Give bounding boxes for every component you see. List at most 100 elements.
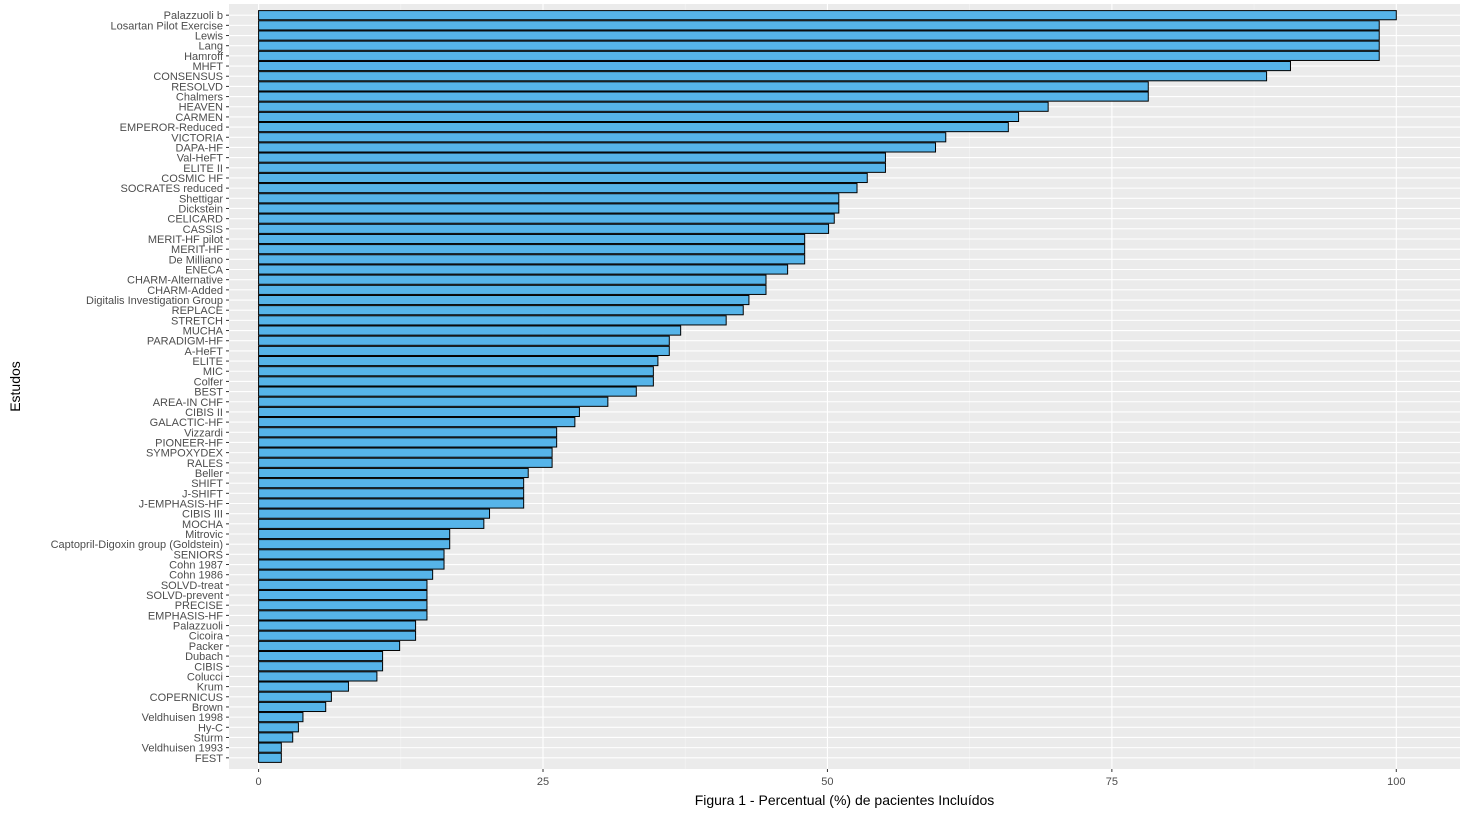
bar[interactable] bbox=[258, 162, 886, 173]
bar[interactable] bbox=[258, 284, 767, 295]
category-label: Chalmers bbox=[176, 92, 224, 104]
category-label: COSMIC HF bbox=[161, 173, 223, 185]
bar[interactable] bbox=[258, 101, 1049, 112]
bar[interactable] bbox=[258, 467, 529, 479]
bar[interactable] bbox=[258, 742, 282, 753]
bar[interactable] bbox=[258, 355, 659, 367]
bar[interactable] bbox=[258, 671, 378, 682]
category-label: COPERNICUS bbox=[150, 692, 223, 704]
category-label: CONSENSUS bbox=[153, 71, 223, 83]
bar[interactable] bbox=[258, 600, 428, 611]
bar[interactable] bbox=[258, 488, 525, 499]
bar[interactable] bbox=[258, 10, 1397, 21]
bar[interactable] bbox=[258, 640, 401, 651]
bar[interactable] bbox=[258, 60, 1291, 72]
x-tick-label: 50 bbox=[821, 776, 833, 788]
bar[interactable] bbox=[258, 223, 830, 234]
bar[interactable] bbox=[258, 722, 299, 733]
category-label: PRECISE bbox=[175, 600, 223, 612]
bar[interactable] bbox=[258, 386, 637, 397]
category-label: A-HeFT bbox=[185, 346, 224, 358]
bar[interactable] bbox=[258, 569, 434, 580]
bar[interactable] bbox=[258, 122, 1009, 133]
bar[interactable] bbox=[258, 732, 294, 743]
bar[interactable] bbox=[258, 417, 576, 428]
category-label: J-EMPHASIS-HF bbox=[139, 498, 224, 510]
bar[interactable] bbox=[258, 681, 349, 692]
bar[interactable] bbox=[258, 172, 868, 184]
bar[interactable] bbox=[258, 294, 750, 306]
bar[interactable] bbox=[258, 274, 767, 285]
bar[interactable] bbox=[258, 111, 1020, 122]
bar[interactable] bbox=[258, 335, 670, 346]
bar[interactable] bbox=[258, 559, 445, 570]
bar[interactable] bbox=[258, 325, 682, 336]
category-label: REPLACE bbox=[172, 305, 223, 317]
bar[interactable] bbox=[258, 651, 384, 662]
bar[interactable] bbox=[258, 630, 417, 641]
bar[interactable] bbox=[258, 30, 1380, 41]
category-label: CIBIS II bbox=[185, 407, 223, 419]
bar[interactable] bbox=[258, 264, 789, 275]
bar[interactable] bbox=[258, 620, 417, 631]
category-label: SHIFT bbox=[191, 478, 223, 490]
bar[interactable] bbox=[258, 193, 840, 204]
bar[interactable] bbox=[258, 457, 553, 468]
bar[interactable] bbox=[258, 315, 727, 326]
category-label: Palazzuoli b bbox=[164, 10, 223, 22]
bar[interactable] bbox=[258, 244, 806, 255]
bar[interactable] bbox=[258, 691, 332, 702]
bar[interactable] bbox=[258, 345, 670, 356]
category-label: MUCHA bbox=[183, 326, 224, 338]
bar[interactable] bbox=[258, 589, 428, 601]
bar[interactable] bbox=[258, 549, 445, 560]
bar[interactable] bbox=[258, 91, 1149, 102]
bar[interactable] bbox=[258, 81, 1149, 92]
bar[interactable] bbox=[258, 447, 553, 458]
bar[interactable] bbox=[258, 427, 558, 438]
bar[interactable] bbox=[258, 396, 609, 407]
category-label: SOCRATES reduced bbox=[120, 183, 223, 195]
bar[interactable] bbox=[258, 701, 327, 713]
category-label: HEAVEN bbox=[179, 102, 223, 114]
bar[interactable] bbox=[258, 254, 806, 265]
bar[interactable] bbox=[258, 142, 937, 153]
category-label: VICTORIA bbox=[171, 132, 223, 144]
bar[interactable] bbox=[258, 539, 451, 550]
category-label: CASSIS bbox=[183, 224, 223, 236]
bar[interactable] bbox=[258, 71, 1268, 82]
bar[interactable] bbox=[258, 203, 840, 214]
bar[interactable] bbox=[258, 508, 491, 519]
bar[interactable] bbox=[258, 40, 1380, 51]
bar[interactable] bbox=[258, 20, 1380, 31]
bar[interactable] bbox=[258, 752, 282, 763]
bar[interactable] bbox=[258, 50, 1380, 61]
category-label: Lewis bbox=[195, 31, 224, 43]
bar[interactable] bbox=[258, 478, 525, 489]
category-label: Captopril-Digoxin group (Goldstein) bbox=[51, 539, 223, 551]
bar[interactable] bbox=[258, 712, 304, 723]
category-label: Dubach bbox=[185, 651, 223, 663]
bar[interactable] bbox=[258, 183, 858, 194]
bar[interactable] bbox=[258, 406, 580, 418]
bar[interactable] bbox=[258, 610, 428, 621]
bar[interactable] bbox=[258, 579, 428, 590]
bar[interactable] bbox=[258, 661, 384, 672]
bar[interactable] bbox=[258, 152, 886, 163]
bar[interactable] bbox=[258, 518, 485, 529]
bar[interactable] bbox=[258, 233, 806, 245]
bar[interactable] bbox=[258, 213, 835, 224]
bar[interactable] bbox=[258, 528, 451, 540]
bar[interactable] bbox=[258, 132, 947, 143]
bar[interactable] bbox=[258, 498, 525, 509]
bar[interactable] bbox=[258, 437, 558, 448]
category-label: Vizzardi bbox=[184, 427, 223, 439]
category-label: Dickstein bbox=[178, 203, 223, 215]
bar[interactable] bbox=[258, 305, 744, 316]
bar[interactable] bbox=[258, 376, 654, 387]
bar[interactable] bbox=[258, 366, 654, 377]
x-tick-label: 75 bbox=[1106, 776, 1118, 788]
category-label: CARMEN bbox=[175, 112, 223, 124]
